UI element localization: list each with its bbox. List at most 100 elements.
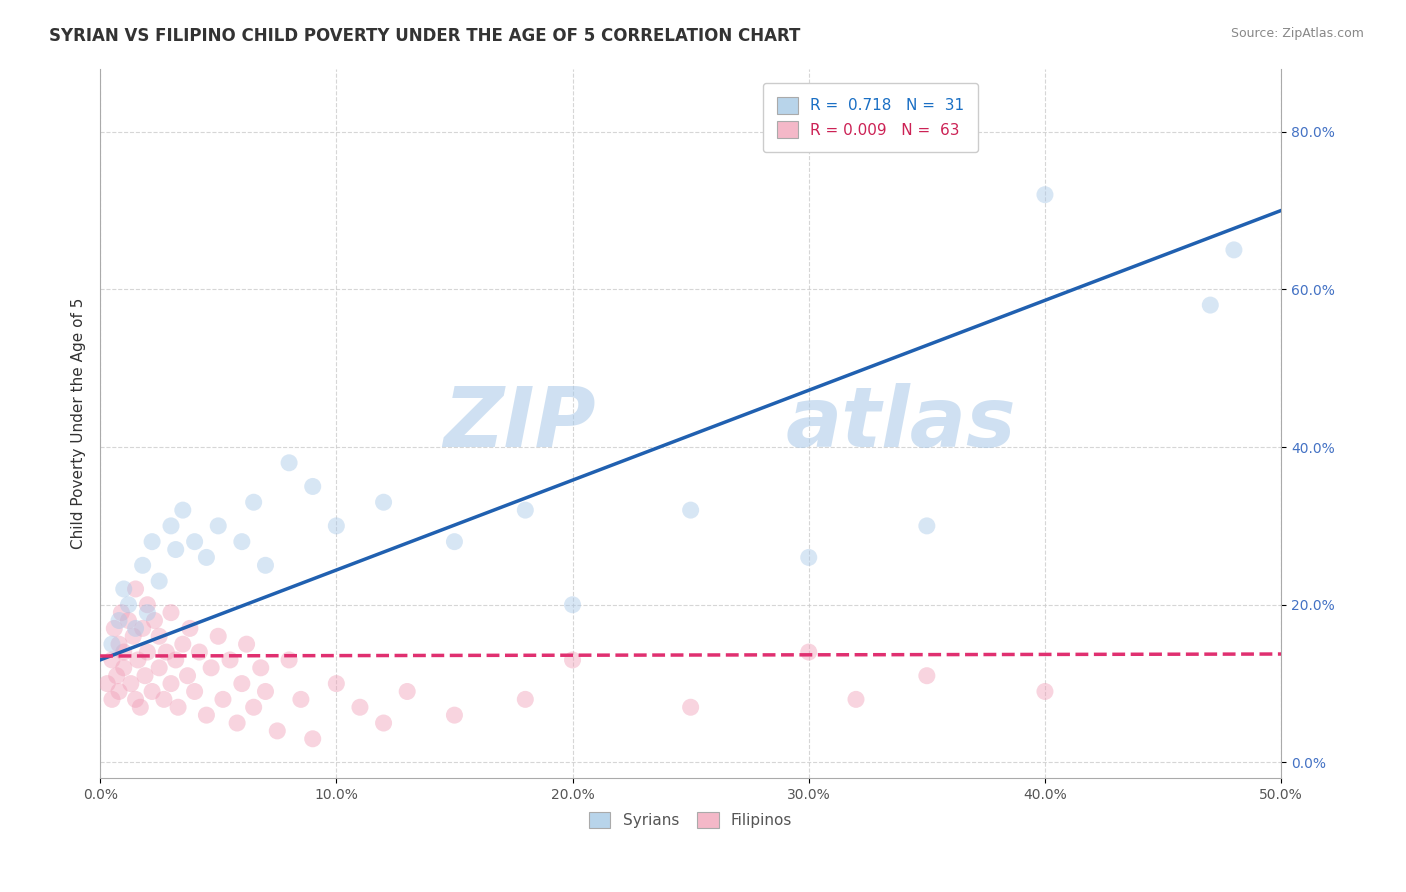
- Point: [131, 558, 153, 573]
- Point: [101, 653, 124, 667]
- Point: [231, 676, 253, 690]
- Point: [136, 606, 159, 620]
- Point: [112, 661, 135, 675]
- Point: [515, 503, 537, 517]
- Point: [561, 598, 583, 612]
- Legend: Syrians, Filipinos: Syrians, Filipinos: [583, 805, 799, 834]
- Point: [249, 661, 271, 675]
- Point: [266, 723, 288, 738]
- Point: [396, 684, 419, 698]
- Point: [141, 534, 163, 549]
- Point: [797, 645, 820, 659]
- Point: [188, 645, 211, 659]
- Point: [101, 692, 124, 706]
- Point: [242, 495, 264, 509]
- Point: [373, 495, 395, 509]
- Point: [679, 700, 702, 714]
- Point: [1223, 243, 1246, 257]
- Point: [112, 582, 135, 596]
- Point: [1199, 298, 1222, 312]
- Point: [183, 684, 205, 698]
- Point: [212, 692, 235, 706]
- Point: [141, 684, 163, 698]
- Point: [515, 692, 537, 706]
- Point: [915, 519, 938, 533]
- Point: [153, 692, 176, 706]
- Point: [160, 606, 183, 620]
- Point: [443, 534, 465, 549]
- Point: [167, 700, 190, 714]
- Point: [136, 645, 159, 659]
- Point: [96, 676, 118, 690]
- Point: [207, 629, 229, 643]
- Point: [143, 614, 166, 628]
- Point: [179, 621, 201, 635]
- Point: [915, 669, 938, 683]
- Point: [127, 653, 149, 667]
- Point: [108, 614, 131, 628]
- Point: [122, 629, 145, 643]
- Point: [235, 637, 257, 651]
- Point: [254, 558, 277, 573]
- Point: [124, 582, 146, 596]
- Point: [124, 621, 146, 635]
- Y-axis label: Child Poverty Under the Age of 5: Child Poverty Under the Age of 5: [72, 298, 86, 549]
- Point: [207, 519, 229, 533]
- Point: [278, 653, 301, 667]
- Point: [226, 716, 249, 731]
- Point: [290, 692, 312, 706]
- Point: [105, 669, 128, 683]
- Text: SYRIAN VS FILIPINO CHILD POVERTY UNDER THE AGE OF 5 CORRELATION CHART: SYRIAN VS FILIPINO CHILD POVERTY UNDER T…: [49, 27, 800, 45]
- Point: [148, 661, 170, 675]
- Point: [172, 637, 194, 651]
- Point: [301, 731, 323, 746]
- Point: [349, 700, 371, 714]
- Point: [1033, 684, 1056, 698]
- Point: [195, 550, 218, 565]
- Point: [231, 534, 253, 549]
- Point: [155, 645, 177, 659]
- Point: [117, 598, 139, 612]
- Point: [561, 653, 583, 667]
- Point: [124, 692, 146, 706]
- Point: [131, 621, 153, 635]
- Point: [101, 637, 124, 651]
- Point: [110, 606, 132, 620]
- Point: [136, 598, 159, 612]
- Text: ZIP: ZIP: [443, 383, 596, 464]
- Text: atlas: atlas: [785, 383, 1015, 464]
- Point: [103, 621, 125, 635]
- Point: [160, 519, 183, 533]
- Point: [148, 629, 170, 643]
- Point: [443, 708, 465, 723]
- Point: [278, 456, 301, 470]
- Point: [373, 716, 395, 731]
- Point: [176, 669, 198, 683]
- Point: [172, 503, 194, 517]
- Point: [845, 692, 868, 706]
- Point: [254, 684, 277, 698]
- Point: [108, 637, 131, 651]
- Point: [797, 550, 820, 565]
- Point: [679, 503, 702, 517]
- Text: Source: ZipAtlas.com: Source: ZipAtlas.com: [1230, 27, 1364, 40]
- Point: [183, 534, 205, 549]
- Point: [117, 614, 139, 628]
- Point: [200, 661, 222, 675]
- Point: [112, 645, 135, 659]
- Point: [129, 700, 152, 714]
- Point: [325, 676, 347, 690]
- Point: [165, 542, 187, 557]
- Point: [242, 700, 264, 714]
- Point: [108, 684, 131, 698]
- Point: [1033, 187, 1056, 202]
- Point: [148, 574, 170, 588]
- Point: [325, 519, 347, 533]
- Point: [219, 653, 242, 667]
- Point: [301, 479, 323, 493]
- Point: [160, 676, 183, 690]
- Point: [120, 676, 142, 690]
- Point: [165, 653, 187, 667]
- Point: [195, 708, 218, 723]
- Point: [134, 669, 156, 683]
